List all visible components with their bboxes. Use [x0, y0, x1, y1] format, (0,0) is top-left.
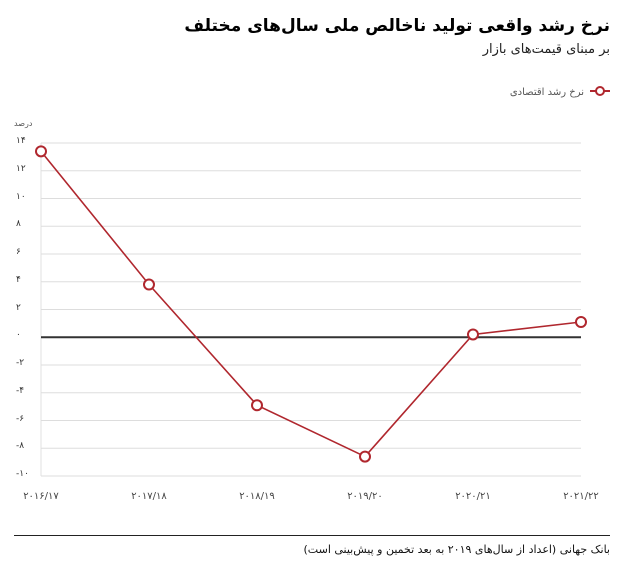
y-tick-label: ۸	[16, 219, 21, 230]
y-tick-label: ۱۴	[16, 136, 26, 146]
x-tick-label: ۲۰۲۱/۲۲	[563, 491, 599, 502]
x-tick-label: ۲۰۲۰/۲۱	[455, 491, 491, 502]
series-line	[40, 150, 582, 458]
y-tick-label: ۱۲	[16, 163, 26, 174]
data-point-marker	[467, 328, 479, 341]
x-tick-label: ۲۰۱۷/۱۸	[131, 491, 167, 502]
footer-divider	[14, 535, 610, 536]
y-tick-label: -۲	[16, 358, 25, 368]
y-tick-label: -۱۰	[16, 469, 29, 479]
y-axis-unit-label: درصد	[14, 119, 33, 128]
data-point-marker	[359, 450, 371, 463]
data-point-marker	[575, 315, 587, 328]
y-tick-label: ۰	[16, 330, 21, 341]
source-note: بانک جهانی (اعداد از سال‌های ۲۰۱۹ به بعد…	[303, 543, 610, 556]
data-point-marker	[251, 399, 263, 412]
data-point-marker	[35, 145, 47, 158]
y-tick-label: -۴	[16, 385, 25, 396]
y-tick-label: -۶	[16, 413, 25, 424]
legend: نرخ رشد اقتصادی	[510, 85, 610, 100]
y-tick-label: ۱۰	[16, 191, 26, 202]
line-circle-marker-icon	[590, 85, 610, 100]
x-tick-label: ۲۰۱۶/۱۷	[23, 491, 59, 502]
chart-title: نرخ رشد واقعی تولید ناخالص ملی سال‌های م…	[184, 16, 610, 36]
y-tick-label: ۶	[16, 247, 21, 257]
chart-subtitle: بر مبنای قیمت‌های بازار	[482, 42, 610, 57]
y-tick-label: -۸	[16, 441, 25, 452]
x-tick-label: ۲۰۱۹/۲۰	[347, 491, 383, 502]
y-tick-label: ۴	[16, 274, 21, 285]
y-tick-label: ۲	[16, 302, 21, 313]
data-point-marker	[143, 278, 155, 291]
x-tick-label: ۲۰۱۸/۱۹	[239, 491, 275, 502]
legend-label: نرخ رشد اقتصادی	[509, 87, 584, 98]
